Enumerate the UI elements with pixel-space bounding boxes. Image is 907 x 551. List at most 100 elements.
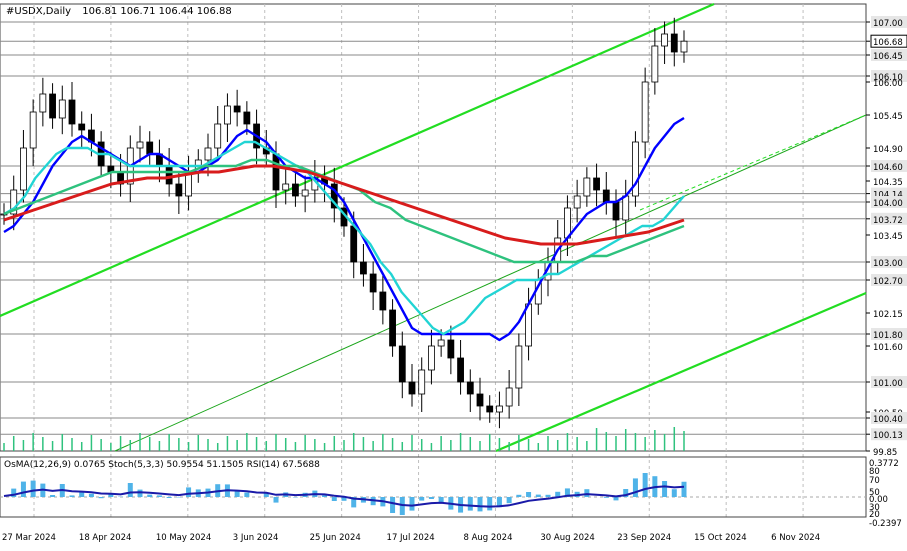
candle-body bbox=[79, 124, 85, 130]
time-tick-label: 27 Mar 2024 bbox=[2, 533, 56, 543]
candle-body bbox=[234, 106, 240, 112]
price-tick-label: 100.40 bbox=[873, 415, 903, 425]
osma-bar bbox=[157, 495, 162, 497]
osma-bar bbox=[89, 494, 94, 497]
candle-body bbox=[30, 112, 36, 148]
candle-body bbox=[69, 100, 75, 124]
time-tick-label: 3 Jun 2024 bbox=[233, 533, 279, 543]
candle-body bbox=[574, 196, 580, 208]
osma-bar bbox=[682, 482, 687, 497]
osma-bar bbox=[332, 497, 337, 501]
osma-bar bbox=[70, 495, 75, 497]
candle-body bbox=[20, 148, 26, 190]
osma-bar bbox=[516, 495, 521, 497]
price-tick-label: 105.45 bbox=[873, 112, 903, 122]
candle-body bbox=[370, 274, 376, 292]
candle-body bbox=[671, 34, 677, 52]
osma-bar bbox=[546, 495, 551, 497]
chart-header: #USDX,Daily 106.81 106.71 106.44 106.88 bbox=[6, 6, 232, 17]
time-tick-label: 30 Aug 2024 bbox=[540, 533, 594, 543]
candle-body bbox=[652, 46, 658, 82]
price-tick-label: 101.00 bbox=[873, 379, 903, 389]
osma-bar bbox=[147, 495, 152, 497]
price-tick-label: 102.15 bbox=[873, 310, 903, 320]
osma-bar bbox=[390, 497, 395, 513]
candle-body bbox=[351, 226, 357, 262]
time-tick-label: 17 Jul 2024 bbox=[387, 533, 435, 543]
candle-body bbox=[166, 166, 172, 184]
price-tick-label: 99.85 bbox=[873, 448, 897, 458]
osma-bar bbox=[643, 473, 648, 497]
time-tick-label: 18 Apr 2024 bbox=[79, 533, 132, 543]
candle-body bbox=[477, 394, 483, 406]
osma-bar bbox=[419, 497, 424, 501]
candle-body bbox=[448, 340, 454, 358]
candle-body bbox=[273, 154, 279, 190]
header-ohlc: 106.81 106.71 106.44 106.88 bbox=[82, 6, 232, 17]
candle-body bbox=[487, 406, 493, 412]
price-tick-label: 100.13 bbox=[873, 431, 903, 441]
osma-bar bbox=[274, 497, 279, 503]
candle-body bbox=[50, 94, 56, 118]
osma-bar bbox=[50, 495, 55, 497]
candle-body bbox=[603, 190, 609, 202]
candle-body bbox=[380, 292, 386, 310]
osma-bar bbox=[633, 478, 638, 497]
candle-body bbox=[409, 382, 415, 394]
oscillator-level-label: -0.2397 bbox=[869, 519, 902, 529]
candle-body bbox=[302, 190, 308, 196]
osma-bar bbox=[536, 495, 541, 497]
candle-body bbox=[390, 310, 396, 346]
osma-bar bbox=[672, 489, 677, 497]
price-tick-label: 103.00 bbox=[873, 259, 903, 269]
candle-body bbox=[506, 388, 512, 406]
time-tick-label: 8 Aug 2024 bbox=[463, 533, 512, 543]
candle-body bbox=[496, 406, 502, 412]
candle-body bbox=[613, 202, 619, 220]
time-tick-label: 25 Jun 2024 bbox=[310, 533, 361, 543]
osma-bar bbox=[662, 481, 667, 497]
price-tick-label: 107.00 bbox=[873, 19, 903, 29]
candle-body bbox=[40, 94, 46, 112]
candle-body bbox=[215, 124, 221, 148]
osma-bar bbox=[429, 497, 434, 499]
price-tick-label: 104.00 bbox=[873, 199, 903, 209]
osma-bar bbox=[186, 487, 191, 497]
time-tick-label: 23 Sep 2024 bbox=[617, 533, 671, 543]
candle-body bbox=[594, 178, 600, 190]
candle-body bbox=[419, 370, 425, 394]
oscillator-level-label: 70 bbox=[869, 476, 880, 486]
candle-body bbox=[224, 106, 230, 124]
candle-body bbox=[516, 346, 522, 388]
candle-body bbox=[623, 196, 629, 220]
price-tick-label: 106.68 bbox=[873, 38, 903, 48]
osma-bar bbox=[526, 492, 531, 497]
price-tick-label: 104.60 bbox=[873, 163, 903, 173]
candle-body bbox=[147, 142, 153, 154]
indicator-label: OsMA(12,26,9) 0.0765 Stoch(5,3,3) 50.955… bbox=[4, 460, 320, 470]
candle-body bbox=[642, 82, 648, 142]
osma-bar bbox=[31, 481, 36, 497]
osma-bar bbox=[487, 497, 492, 510]
candle-body bbox=[467, 382, 473, 394]
candle-body bbox=[458, 358, 464, 382]
osma-bar bbox=[99, 497, 104, 498]
candle-body bbox=[584, 178, 590, 196]
osma-bar bbox=[128, 483, 133, 497]
candle-body bbox=[428, 346, 434, 370]
osma-bar bbox=[167, 497, 172, 498]
price-tick-label: 106.00 bbox=[873, 79, 903, 89]
candle-body bbox=[681, 41, 687, 52]
price-tick-label: 103.45 bbox=[873, 232, 903, 242]
price-tick-label: 104.90 bbox=[873, 145, 903, 155]
price-tick-label: 101.60 bbox=[873, 343, 903, 353]
candle-body bbox=[438, 340, 444, 346]
price-tick-label: 102.70 bbox=[873, 277, 903, 287]
candle-body bbox=[244, 112, 250, 124]
header-symbol: #USDX,Daily bbox=[6, 6, 71, 17]
candle-body bbox=[399, 346, 405, 382]
time-tick-label: 15 Oct 2024 bbox=[694, 533, 747, 543]
time-tick-label: 6 Nov 2024 bbox=[771, 533, 820, 543]
candle-body bbox=[176, 184, 182, 196]
